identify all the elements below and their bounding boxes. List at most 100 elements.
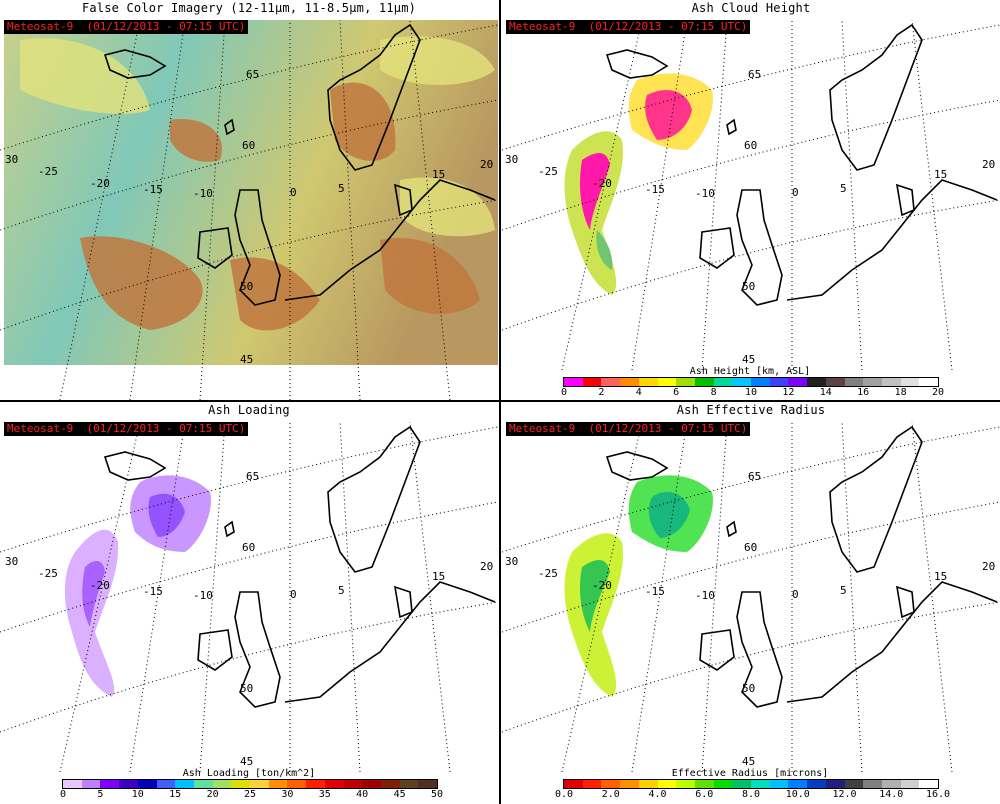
lon-label: -25 <box>538 567 558 580</box>
colorbar-tick-label: 6.0 <box>695 789 714 800</box>
colorbar-swatch <box>751 378 770 386</box>
lon-label: 20 <box>480 560 493 573</box>
colorbar-swatch <box>175 780 194 788</box>
colorbar-title: Effective Radius [microns] <box>671 768 829 779</box>
lon-label: -25 <box>38 165 58 178</box>
false-color-panel: False Color Imagery (12-11μm, 11-8.5μm, … <box>0 0 498 400</box>
coastlines <box>103 23 496 306</box>
colorbar-tick-label: 0.0 <box>554 789 574 800</box>
lon-label: -15 <box>645 585 665 598</box>
colorbar-tick-label: 10.0 <box>785 789 810 800</box>
colorbar-swatch <box>863 780 882 788</box>
colorbar-swatch <box>732 378 752 386</box>
colorbar-swatch <box>657 780 677 788</box>
colorbar-swatch <box>362 780 381 788</box>
colorbar-tick-label: 14.0 <box>879 789 904 800</box>
graticule-labels: 30 -25 -20 -15 -10 0 5 15 20 65 60 50 45 <box>5 68 493 366</box>
colorbar-swatch <box>63 780 82 788</box>
lat-label: 50 <box>742 682 755 695</box>
graticule <box>502 19 1000 371</box>
lat-label: 45 <box>742 755 755 768</box>
lon-label: -25 <box>538 165 558 178</box>
lat-label: 45 <box>240 353 253 366</box>
colorbar-swatch <box>564 780 583 788</box>
colorbar-swatch <box>620 780 639 788</box>
coastlines <box>605 425 998 708</box>
colorbar <box>563 779 939 789</box>
panel-title: Ash Loading <box>208 403 290 417</box>
colorbar-swatch <box>100 780 120 788</box>
ash-plume <box>64 475 211 697</box>
colorbar-tick-label: 4 <box>635 387 642 398</box>
colorbar-tick-label: 5 <box>97 789 104 800</box>
colorbar-swatch <box>825 378 845 386</box>
ash-height-panel: Ash Cloud Height <box>502 0 1000 400</box>
colorbar-swatch <box>844 378 864 386</box>
colorbar-tick-label: 10 <box>131 789 144 800</box>
colorbar-swatch <box>881 780 901 788</box>
colorbar-swatch <box>919 780 939 788</box>
lat-label: 45 <box>742 353 755 366</box>
colorbar-swatch <box>250 780 269 788</box>
colorbar-swatch <box>119 780 138 788</box>
lat-label: 50 <box>240 682 253 695</box>
colorbar-swatch <box>713 780 733 788</box>
colorbar-swatch <box>881 378 901 386</box>
lat-label: 60 <box>242 541 255 554</box>
colorbar-swatch <box>399 780 419 788</box>
colorbar-swatch <box>620 378 639 386</box>
graticule <box>502 421 1000 773</box>
colorbar-swatch <box>900 378 920 386</box>
colorbar-swatch <box>601 780 621 788</box>
panel-title: False Color Imagery (12-11μm, 11-8.5μm, … <box>81 1 417 15</box>
lon-label: -25 <box>38 567 58 580</box>
colorbar-swatch <box>212 780 232 788</box>
colorbar-swatch <box>418 780 438 788</box>
colorbar-tick-label: 4.0 <box>648 789 667 800</box>
colorbar-tick-label: 18 <box>894 387 907 398</box>
colorbar-swatch <box>788 780 808 788</box>
colorbar-ticks: 0 2 4 6 8 10 12 14 16 18 20 <box>561 387 944 399</box>
lon-label: -15 <box>645 183 665 196</box>
colorbar-swatch <box>900 780 920 788</box>
lon-label: 20 <box>982 560 995 573</box>
colorbar-tick-label: 40 <box>356 789 369 800</box>
colorbar-tick-label: 16 <box>857 387 870 398</box>
colorbar-ticks: 0 5 10 15 20 25 30 35 40 45 50 <box>59 789 443 801</box>
colorbar-swatch <box>807 378 826 386</box>
lon-label: 0 <box>792 588 799 601</box>
lat-label: 65 <box>748 68 761 81</box>
lat-label: 65 <box>246 68 259 81</box>
lon-label: -20 <box>90 177 110 190</box>
colorbar-tick-label: 0 <box>59 789 67 800</box>
colorbar-tick-label: 8.0 <box>741 789 761 800</box>
colorbar-swatch <box>638 378 658 386</box>
colorbar-swatch <box>638 780 658 788</box>
coastlines <box>103 425 496 708</box>
colorbar-tick-label: 2 <box>598 387 605 398</box>
lon-label: -10 <box>695 187 715 200</box>
satellite-timestamp: Meteosat-9 (01/12/2013 - 07:15 UTC) <box>506 20 751 34</box>
colorbar-tick-label: 30 <box>281 789 294 800</box>
ash-radius-map: 30 -25 -20 -15 -10 0 5 15 20 65 60 50 45 <box>502 421 1000 773</box>
ash-plume <box>564 73 713 295</box>
lon-label: 30 <box>505 555 518 568</box>
colorbar-title: Ash Height [km, ASL] <box>689 366 811 377</box>
lon-label: 15 <box>432 570 445 583</box>
lat-label: 45 <box>240 755 253 768</box>
lat-label: 50 <box>742 280 755 293</box>
colorbar-tick-label: 12 <box>782 387 795 398</box>
lon-label: 30 <box>5 555 18 568</box>
lon-label: 0 <box>290 186 297 199</box>
graticule-labels: 30 -25 -20 -15 -10 0 5 15 20 65 60 50 45 <box>5 470 493 768</box>
colorbar-swatch <box>676 780 695 788</box>
colorbar-tick-label: 16.0 <box>925 789 951 800</box>
lon-label: -10 <box>193 589 213 602</box>
colorbar-swatch <box>713 378 733 386</box>
satellite-timestamp: Meteosat-9 (01/12/2013 - 07:15 UTC) <box>4 422 249 436</box>
lon-label: -15 <box>143 183 163 196</box>
colorbar-swatch <box>919 378 939 386</box>
colorbar-tick-label: 15 <box>169 789 182 800</box>
lon-label: -20 <box>592 579 612 592</box>
ash-radius-panel: Ash Effective Radius <box>502 402 1000 802</box>
